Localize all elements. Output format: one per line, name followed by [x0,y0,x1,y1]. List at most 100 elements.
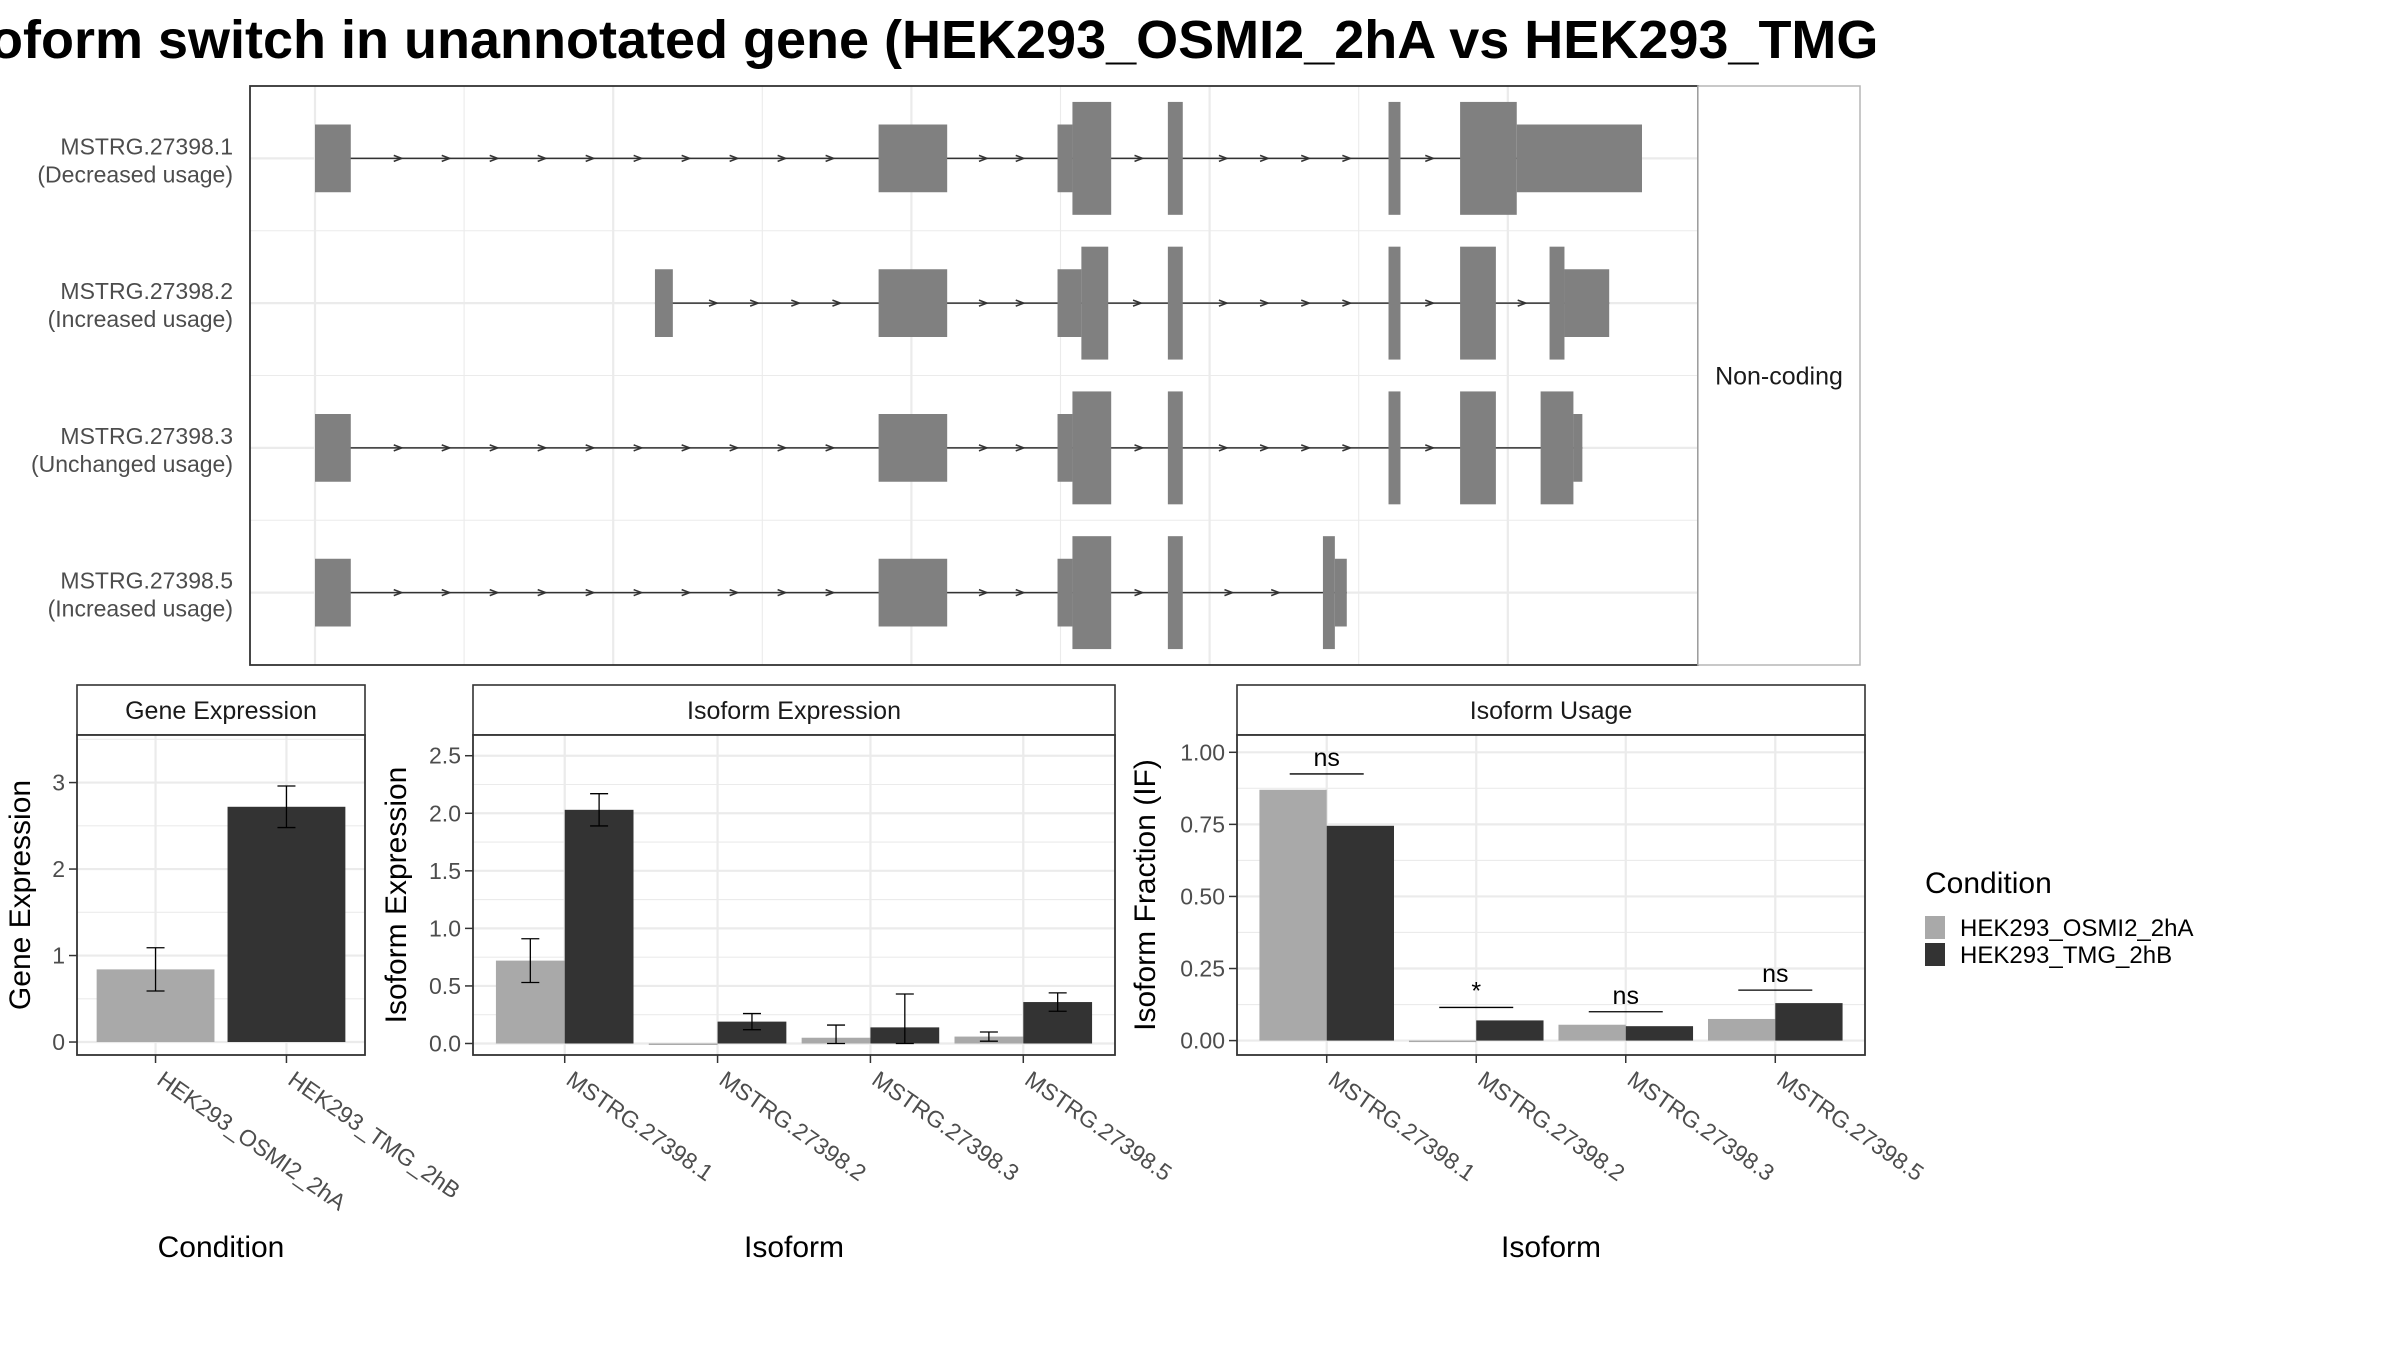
intron-arrow [585,444,596,452]
intron-arrow [1300,299,1312,307]
error-bar [827,1024,846,1045]
intron-arrow [1342,299,1353,307]
y-tick-label: 0.75 [1180,811,1225,837]
y-tick-label: 0.0 [429,1030,461,1056]
y-tick-label: 0.50 [1180,883,1225,909]
x-tick-label-mstrg-27398-2: MSTRG.27398.2 [1473,1066,1629,1186]
bar-mstrg-27398-1-hek293-tmg-2hb [564,809,634,1044]
error-bar [521,938,540,984]
svg-text:ns: ns [1613,982,1639,1010]
intron-arrow [729,444,740,452]
intron-arrow [393,444,404,452]
intron-arrow [777,444,788,452]
isoform-id-label: MSTRG.27398.2 [60,278,233,304]
significance-marker: ns [1289,744,1364,775]
y-tick-label: 0 [52,1029,65,1055]
exon-mstrg-27398-5 [878,558,948,627]
intron-arrow [825,154,836,163]
intron-arrow [1425,444,1436,452]
strip-label: Isoform Usage [1470,697,1633,725]
exon-mstrg-27398-5 [1322,536,1335,650]
y-tick-label: 0.25 [1180,956,1225,982]
intron-arrow [537,444,548,452]
error-bar [895,993,914,1045]
bar-mstrg-27398-5-hek293-tmg-2hb [1775,1003,1843,1041]
strip-label: Gene Expression [125,697,317,725]
y-tick-label: 2.0 [429,800,461,826]
figure-title: oform switch in unannotated gene (HEK293… [0,10,1878,70]
intron-arrow [978,444,990,452]
exon-mstrg-27398-1 [1516,124,1642,193]
isoform-track-mstrg-27398-1 [315,101,1642,215]
y-tick-label: 1.5 [429,858,461,884]
intron-arrow [537,588,548,597]
svg-text:ns: ns [1314,744,1340,772]
gene-panel-side-strip [1697,85,1861,666]
isoform-expression-panel: Isoform Expression 0.0 0.5 1.0 1.5 2.0 2.5 MSTR… [380,684,1177,1264]
exon-mstrg-27398-2 [1057,269,1082,337]
intron-arrow [1259,299,1271,307]
exon-mstrg-27398-2 [1081,246,1109,360]
intron-arrow [441,154,452,163]
gene-structure-panel: MSTRG.27398.1(Decreased usage) MSTRG.2739… [31,85,1861,666]
intron-arrow [1015,299,1026,307]
error-bar [1048,992,1067,1012]
exon-mstrg-27398-3 [1540,391,1574,505]
isoform-track-mstrg-27398-3 [315,391,1583,505]
intron-arrow [681,444,692,452]
exon-mstrg-27398-2 [1549,246,1565,360]
exon-mstrg-27398-3 [1388,391,1401,505]
strip-isoform-expression [472,684,1116,736]
intron-arrow [1132,299,1144,307]
bar-mstrg-27398-2-hek293-tmg-2hb [1476,1020,1544,1041]
intron-arrow [1134,154,1145,163]
x-axis-title: Condition [158,1231,285,1264]
y-tick-label: 1 [52,943,65,969]
error-bar [146,947,165,992]
exon-mstrg-27398-2 [1460,246,1496,360]
intron-arrow [633,154,644,163]
intron-arrow [1342,154,1353,163]
intron-arrow [585,588,596,597]
significance-marker: ns [1588,982,1663,1013]
bar-mstrg-27398-2-hek293-osmi2-2ha [648,1043,718,1045]
isoform-usage-label: (Unchanged usage) [31,451,233,477]
intron-arrow [1015,444,1026,452]
exon-mstrg-27398-3 [315,414,351,482]
intron-arrow [729,588,740,597]
intron-arrow [777,588,788,597]
isoform-usage-panel: Isoform Usage ns * ns ns 0.00 0.25 0.50 0.75 1.00… [1129,684,1929,1264]
exon-mstrg-27398-5 [1057,558,1073,627]
exon-mstrg-27398-1 [315,124,351,193]
exon-mstrg-27398-1 [878,124,948,193]
x-tick-label-mstrg-27398-5: MSTRG.27398.5 [1020,1066,1176,1186]
intron-arrow [825,444,836,452]
intron-arrow [1342,444,1353,452]
intron-arrow [777,154,788,163]
strip-label: Isoform Expression [687,697,901,725]
x-tick-label-mstrg-27398-2: MSTRG.27398.2 [715,1066,871,1186]
condition-legend: Condition HEK293_OSMI2_2hA HEK293_TMG_2h… [1925,867,2193,969]
intron-arrow [393,154,404,163]
intron-arrow [489,588,500,597]
y-axis-title: Gene Expression [4,780,37,1010]
intron-arrow [791,299,802,307]
intron-arrow [633,588,644,597]
x-axis-title: Isoform [744,1231,844,1264]
intron-arrow [1425,154,1436,163]
intron-arrow [729,154,740,163]
svg-text:*: * [1471,977,1481,1005]
intron-arrow [1270,588,1282,597]
intron-arrow [978,154,990,163]
intron-arrow [1218,154,1230,163]
bar-mstrg-27398-2-hek293-osmi2-2ha [1408,1040,1477,1043]
y-tick-label: 0.00 [1180,1028,1225,1054]
intron-arrow [832,299,843,307]
exon-mstrg-27398-3 [1460,391,1496,505]
exon-mstrg-27398-5 [315,558,351,627]
intron-arrow [1218,444,1230,452]
legend-swatch-b [1925,943,1945,966]
legend-swatch-a [1925,916,1945,939]
exon-mstrg-27398-3 [878,414,948,482]
error-bar [979,1031,998,1042]
